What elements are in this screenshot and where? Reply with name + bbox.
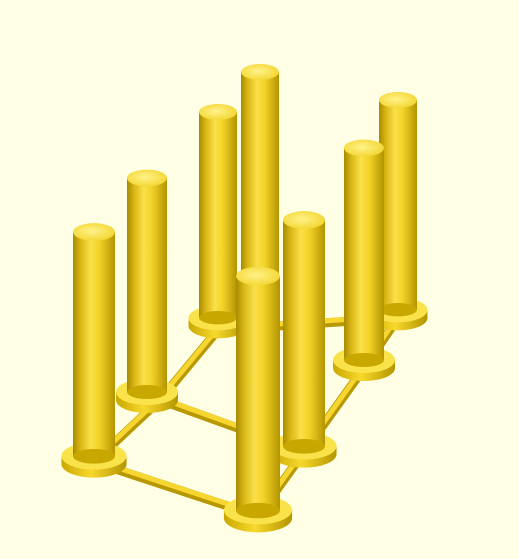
pin-shaft-bottom — [73, 448, 115, 464]
pin-cap — [379, 92, 417, 108]
pin — [271, 211, 337, 468]
pin-shaft-bottom — [199, 311, 237, 325]
pin-shaft — [199, 112, 237, 318]
pin-shaft — [73, 232, 115, 457]
pins-group — [61, 64, 428, 533]
pin — [333, 139, 395, 382]
pin-shaft — [241, 72, 279, 306]
pin-shaft — [283, 220, 325, 447]
pin — [241, 64, 279, 313]
pin — [61, 223, 127, 478]
pin-cap — [344, 139, 384, 157]
pin-cap — [199, 104, 237, 120]
pin — [188, 104, 248, 339]
pin — [223, 266, 293, 533]
pin-shaft — [344, 148, 384, 360]
pin-shaft — [127, 178, 167, 392]
pin-cap — [73, 223, 115, 241]
pin-shaft-bottom — [344, 353, 384, 367]
pin-cap — [236, 266, 280, 286]
pin-shaft — [236, 276, 280, 511]
pin — [368, 92, 428, 331]
pin-cap — [283, 211, 325, 229]
pin-shaft-bottom — [379, 303, 417, 317]
pin-shaft-bottom — [236, 502, 280, 519]
pin-shaft-bottom — [127, 385, 167, 399]
pin-shaft — [379, 100, 417, 310]
pin-shaft-bottom — [283, 438, 325, 454]
pin — [116, 169, 178, 414]
pin-cap — [241, 64, 279, 80]
pin-cap — [127, 169, 167, 187]
